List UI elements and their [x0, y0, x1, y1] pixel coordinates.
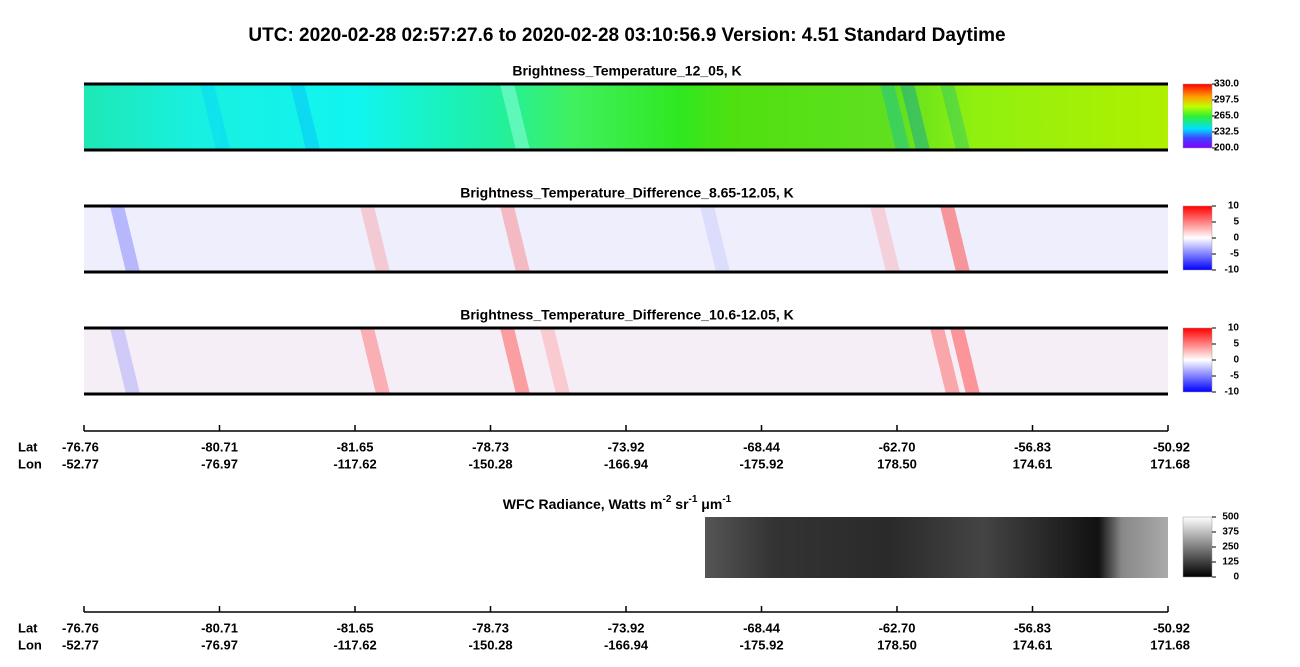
image-streak	[880, 84, 910, 150]
lon-label: -76.97	[201, 637, 238, 652]
lat-label: -68.44	[743, 620, 781, 635]
colorbar-label: 500	[1222, 512, 1239, 523]
colorbar-label: 5	[1233, 339, 1239, 350]
image-streak	[500, 206, 530, 272]
lon-label: -76.97	[201, 456, 238, 471]
lat-label: -50.92	[1153, 620, 1190, 635]
lon-label: -117.62	[333, 456, 376, 471]
lon-label: -52.77	[62, 456, 99, 471]
colorbar-label: 232.5	[1214, 127, 1239, 138]
lat-label: -80.71	[201, 620, 238, 635]
lon-label: -150.28	[468, 637, 512, 652]
colorbar	[1182, 83, 1213, 149]
image-streak	[110, 328, 140, 394]
lon-label: 174.61	[1013, 456, 1053, 471]
lat-label: -62.70	[879, 439, 916, 454]
image-streak	[940, 206, 970, 272]
lat-label: -81.65	[337, 439, 374, 454]
lat-label: -73.92	[608, 439, 645, 454]
colorbar-label: 265.0	[1214, 111, 1239, 122]
row-label: Lat	[18, 439, 38, 454]
lon-label: -150.28	[468, 456, 512, 471]
panel-title: Brightness_Temperature_Difference_10.6-1…	[460, 307, 794, 323]
image-streak	[950, 328, 980, 394]
row-label: Lat	[18, 620, 38, 635]
colorbar-label: 200.0	[1214, 143, 1239, 154]
colorbar-label: -10	[1225, 265, 1240, 276]
colorbar-label: 375	[1222, 527, 1239, 538]
wfc-title-part: -1	[722, 494, 731, 505]
lon-label: -52.77	[62, 637, 99, 652]
panel-image	[84, 84, 1168, 150]
row-label: Lon	[18, 637, 42, 652]
lon-label: 171.68	[1150, 637, 1190, 652]
colorbar-label: 10	[1228, 201, 1240, 212]
image-streak	[110, 206, 140, 272]
colorbar	[1182, 327, 1213, 393]
lat-label: -81.65	[337, 620, 374, 635]
lat-label: -76.76	[62, 439, 99, 454]
wfc-title: WFC Radiance, Watts m-2 sr-1 μm-1	[503, 494, 732, 512]
wfc-title-part: sr	[671, 496, 689, 512]
colorbar	[1182, 516, 1213, 578]
lat-label: -78.73	[472, 620, 509, 635]
lon-label: -117.62	[333, 637, 376, 652]
lat-label: -80.71	[201, 439, 238, 454]
lon-label: -166.94	[604, 637, 649, 652]
lat-label: -50.92	[1153, 439, 1190, 454]
lon-label: 178.50	[877, 637, 917, 652]
colorbar-label: -5	[1230, 249, 1239, 260]
colorbar-label: 0	[1233, 572, 1239, 583]
colorbar-label: 330.0	[1214, 79, 1239, 90]
colorbar-label: 297.5	[1214, 95, 1239, 106]
image-streak	[360, 206, 390, 272]
lat-label: -73.92	[608, 620, 645, 635]
lon-label: 178.50	[877, 456, 917, 471]
panel-title: Brightness_Temperature_12_05, K	[512, 63, 741, 79]
colorbar-label: 250	[1222, 542, 1239, 553]
colorbar	[1182, 205, 1213, 271]
image-streak	[540, 328, 570, 394]
image-streak	[700, 206, 730, 272]
colorbar-label: 10	[1228, 323, 1240, 334]
lon-label: -166.94	[604, 456, 649, 471]
image-streak	[940, 84, 970, 150]
panel-title: Brightness_Temperature_Difference_8.65-1…	[460, 185, 794, 201]
row-label: Lon	[18, 456, 42, 471]
panel-image	[84, 206, 1168, 272]
colorbar-label: 5	[1233, 217, 1239, 228]
image-streak	[500, 328, 530, 394]
image-streak	[200, 84, 230, 150]
image-streak	[930, 328, 960, 394]
lat-label: -56.83	[1014, 439, 1051, 454]
colorbar-label: 125	[1222, 557, 1239, 568]
panel-image	[84, 328, 1168, 394]
wfc-title-part: -2	[662, 494, 671, 505]
colorbar-label: -10	[1225, 387, 1240, 398]
lon-label: 174.61	[1013, 637, 1053, 652]
lat-label: -76.76	[62, 620, 99, 635]
image-streak	[290, 84, 320, 150]
image-streak	[900, 84, 930, 150]
colorbar-label: 0	[1233, 355, 1239, 366]
lat-label: -56.83	[1014, 620, 1051, 635]
lon-label: -175.92	[739, 637, 783, 652]
wfc-title-part: -1	[689, 494, 698, 505]
page-title: UTC: 2020-02-28 02:57:27.6 to 2020-02-28…	[248, 25, 1005, 46]
image-streak	[360, 328, 390, 394]
wfc-image	[705, 517, 1168, 578]
image-streak	[500, 84, 530, 150]
lat-label: -62.70	[879, 620, 916, 635]
lon-label: -175.92	[739, 456, 783, 471]
lon-label: 171.68	[1150, 456, 1190, 471]
colorbar-label: 0	[1233, 233, 1239, 244]
lat-label: -78.73	[472, 439, 509, 454]
colorbar-label: -5	[1230, 371, 1239, 382]
lat-label: -68.44	[743, 439, 781, 454]
image-streak	[870, 206, 900, 272]
wfc-title-part: μm	[697, 496, 722, 512]
wfc-title-part: WFC Radiance, Watts m	[503, 496, 663, 512]
